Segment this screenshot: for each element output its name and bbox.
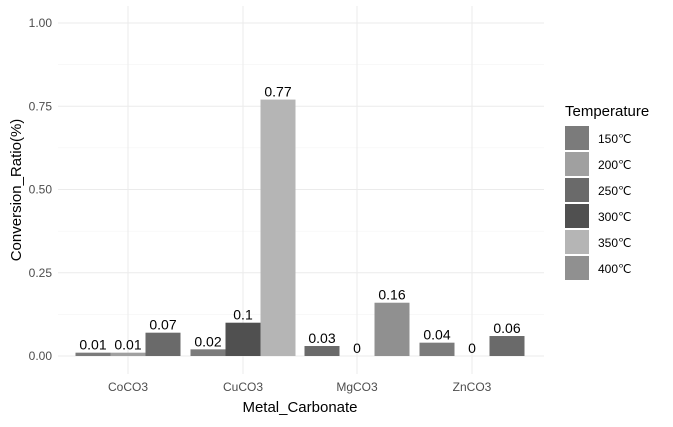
bars: [75, 99, 525, 356]
bar-value-label: 0: [468, 340, 476, 356]
bar: [374, 302, 410, 356]
bar-value-label: 0.06: [493, 320, 520, 336]
legend-title: Temperature: [565, 103, 649, 120]
legend: Temperature 150℃ 200℃ 250℃ 300℃ 350℃ 400℃: [565, 103, 649, 280]
bar: [304, 346, 340, 356]
bar-value-label: 0.16: [378, 287, 405, 303]
x-axis-ticks: CoCO3 CuCO3 MgCO3 ZnCO3: [108, 380, 492, 394]
bar-value-label: 0.04: [423, 327, 450, 343]
legend-label: 400℃: [598, 262, 632, 276]
bar-value-label: 0: [353, 340, 361, 356]
bar: [419, 342, 455, 356]
bar: [489, 336, 525, 356]
legend-key: [565, 178, 589, 202]
y-axis-ticks: 0.00 0.25 0.50 0.75 1.00: [29, 16, 53, 363]
y-tick-label: 0.25: [29, 266, 53, 280]
x-tick-label: CoCO3: [108, 380, 148, 394]
legend-key: [565, 256, 589, 280]
bar-value-label: 0.07: [149, 317, 176, 333]
x-tick-label: ZnCO3: [453, 380, 492, 394]
bar-value-label: 0.01: [79, 337, 106, 353]
bar-value-label: 0.01: [114, 337, 141, 353]
y-tick-label: 1.00: [29, 16, 53, 30]
y-tick-label: 0.75: [29, 99, 53, 113]
legend-label: 300℃: [598, 210, 632, 224]
legend-label: 200℃: [598, 158, 632, 172]
x-axis-title: Metal_Carbonate: [242, 399, 357, 416]
legend-label: 350℃: [598, 236, 632, 250]
y-tick-label: 0.50: [29, 183, 53, 197]
bar-value-label: 0.03: [308, 330, 335, 346]
bar-value-label: 0.77: [264, 84, 291, 100]
grid-lines: [58, 6, 544, 374]
legend-label: 150℃: [598, 132, 632, 146]
bar-value-label: 0.1: [233, 307, 253, 323]
bar: [225, 322, 261, 356]
bar: [75, 352, 111, 356]
legend-label: 250℃: [598, 184, 632, 198]
x-tick-label: MgCO3: [336, 380, 378, 394]
legend-key: [565, 126, 589, 150]
y-tick-label: 0.00: [29, 349, 53, 363]
y-axis-title: Conversion_Ratio(%): [8, 119, 25, 262]
bar-value-label: 0.02: [194, 333, 221, 349]
bar: [110, 352, 146, 356]
bar: [145, 332, 181, 356]
bar: [260, 99, 296, 356]
legend-key: [565, 152, 589, 176]
legend-key: [565, 230, 589, 254]
data-labels: 0.01 0.01 0.07 0.02 0.1 0.77 0.03 0 0.16 0.04 0 0.0…: [79, 84, 520, 356]
legend-key: [565, 204, 589, 228]
bar: [190, 349, 226, 356]
x-tick-label: CuCO3: [223, 380, 263, 394]
